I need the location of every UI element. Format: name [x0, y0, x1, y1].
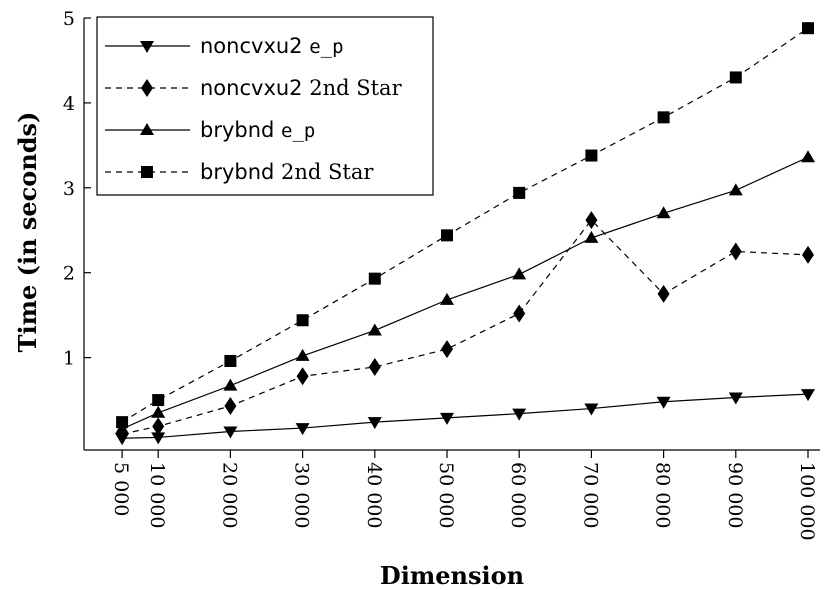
legend-label-name: brybnd	[200, 160, 281, 184]
data-point	[152, 417, 165, 436]
plot-area: 1 2 3 4 5 5 000 10 000 20 000 30 000 40 000 50 00…	[63, 8, 820, 541]
series-line	[121, 219, 809, 435]
y-tick-label: 3	[63, 178, 75, 200]
data-point	[512, 408, 527, 421]
legend-label: brybnd e_p	[200, 118, 315, 142]
data-point	[151, 432, 166, 445]
legend-marker	[140, 123, 154, 135]
series-layer	[115, 22, 815, 446]
data-point	[224, 355, 237, 368]
y-axis-title: Time (in seconds)	[13, 112, 42, 353]
data-point	[224, 397, 237, 416]
legend-label-suffix: e_p	[309, 36, 343, 58]
data-point	[151, 405, 166, 418]
legend-label-name: noncvxu2	[200, 34, 309, 58]
legend-label-name: noncvxu2	[200, 76, 309, 100]
data-point	[367, 323, 382, 336]
x-axis-title: Dimension	[380, 561, 524, 590]
legend-marker	[140, 41, 154, 53]
y-tick-label: 4	[63, 93, 75, 115]
data-point	[513, 304, 526, 323]
data-point	[116, 416, 129, 429]
data-point	[802, 22, 814, 35]
x-ticks: 5 000 10 000 20 000 30 000 40 000 50 000 60 00…	[110, 450, 818, 541]
legend-marker	[141, 166, 153, 178]
legend-label-suffix: e_p	[281, 120, 315, 142]
series-brybnd-2nd-star	[116, 22, 814, 429]
x-tick-label: 5 000	[110, 462, 132, 516]
y-tick-label: 5	[63, 8, 75, 30]
data-point	[440, 412, 454, 425]
data-point	[223, 426, 238, 439]
data-point	[368, 357, 381, 376]
data-point	[728, 183, 743, 196]
data-point	[802, 245, 814, 264]
x-tick-label: 30 000	[291, 462, 313, 528]
data-point	[513, 186, 526, 199]
legend-entry: noncvxu2 e_p	[105, 34, 344, 58]
data-point	[441, 229, 453, 242]
legend-marker	[141, 79, 153, 97]
legend-label-name: brybnd	[200, 118, 281, 142]
legend-entry: noncvxu2 2nd Star	[105, 76, 403, 100]
x-tick-label: 90 000	[724, 462, 746, 528]
data-point	[223, 378, 238, 391]
data-point	[801, 150, 815, 163]
data-point	[657, 284, 670, 303]
legend-box	[96, 16, 434, 196]
data-point	[295, 423, 310, 436]
legend-label: noncvxu2 2nd Star	[200, 76, 403, 100]
legend-label-suffix: 2nd Star	[281, 160, 374, 184]
data-point	[512, 267, 527, 280]
data-point	[368, 272, 381, 285]
x-tick-label: 60 000	[507, 462, 529, 528]
legend-label-suffix: 2nd Star	[309, 76, 402, 100]
data-point	[296, 367, 309, 386]
series-noncvxu2-e-p	[115, 389, 815, 446]
x-tick-label: 80 000	[652, 462, 674, 528]
x-tick-label: 40 000	[363, 462, 385, 528]
data-point	[585, 211, 598, 230]
series-noncvxu2-2nd-star	[116, 211, 814, 444]
data-point	[296, 314, 309, 327]
data-point	[585, 149, 598, 162]
x-tick-label: 50 000	[435, 462, 457, 528]
series-brybnd-e-p	[115, 150, 815, 434]
data-point	[584, 403, 599, 416]
x-tick-label: 10 000	[146, 462, 168, 528]
series-line	[122, 393, 809, 439]
data-point	[441, 340, 453, 359]
data-point	[729, 242, 742, 261]
data-point	[729, 71, 742, 84]
y-tick-label: 2	[63, 263, 75, 285]
legend-entry: brybnd e_p	[105, 118, 315, 142]
data-point	[657, 111, 670, 124]
x-tick-label: 20 000	[218, 462, 240, 528]
legend-entry: brybnd 2nd Star	[105, 160, 374, 184]
data-point	[656, 396, 671, 409]
data-point	[584, 230, 599, 243]
data-point	[801, 389, 815, 402]
data-point	[367, 417, 382, 430]
y-tick-label: 1	[63, 348, 75, 370]
x-tick-label: 70 000	[579, 462, 601, 528]
data-point	[152, 394, 165, 407]
data-point	[728, 392, 743, 405]
data-point	[656, 206, 671, 219]
data-point	[295, 348, 310, 361]
data-point	[440, 292, 454, 305]
legend-label: brybnd 2nd Star	[200, 160, 374, 184]
x-tick-label: 100 000	[796, 462, 818, 541]
legend-label: noncvxu2 e_p	[200, 34, 344, 58]
y-ticks: 1 2 3 4 5	[63, 8, 91, 370]
